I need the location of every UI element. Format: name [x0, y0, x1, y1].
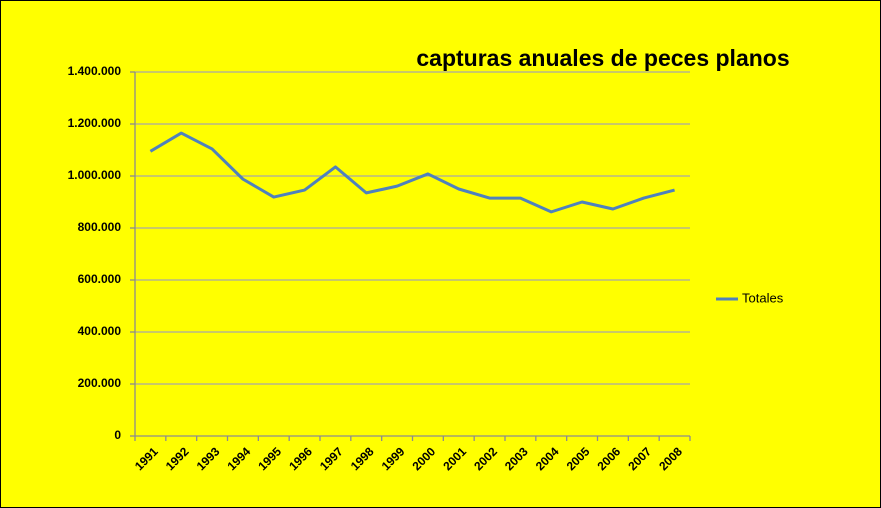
y-tick-label: 800.000: [78, 220, 122, 234]
chart-title: capturas anuales de peces planos: [416, 45, 789, 71]
y-tick-label: 1.200.000: [68, 116, 122, 130]
y-tick-label: 200.000: [78, 376, 122, 390]
legend-label: Totales: [742, 290, 784, 305]
y-tick-label: 0: [114, 428, 121, 442]
y-tick-label: 600.000: [78, 272, 122, 286]
data-line: [149, 131, 675, 214]
y-tick-label: 1.000.000: [68, 168, 122, 182]
y-tick-label: 400.000: [78, 324, 122, 338]
y-tick-label: 1.400.000: [68, 64, 122, 78]
